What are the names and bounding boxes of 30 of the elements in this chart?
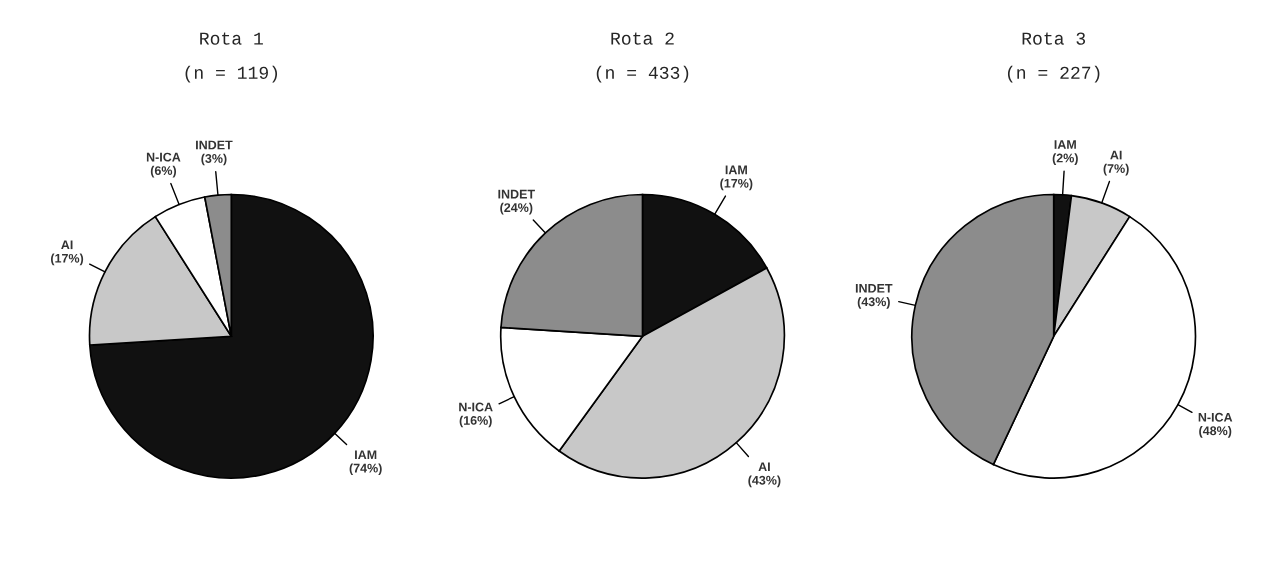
data-label: (17%) (720, 178, 753, 191)
chart-subtitle: (n = 227) (1007, 65, 1100, 83)
slice-label: INDET (855, 283, 893, 293)
slice-label: N-ICA (1198, 412, 1233, 422)
data-label: (24%) (500, 202, 533, 215)
slice-label: IAM (355, 450, 377, 459)
data-label: (43%) (857, 297, 890, 309)
chart-subtitle: (n = 119) (185, 65, 278, 83)
slice-label: AI (758, 462, 770, 472)
data-label: (7%) (1103, 163, 1129, 176)
slice-label: INDET (498, 189, 535, 199)
slice-label: AI (61, 240, 73, 250)
chart-subtitle: (n = 433) (596, 65, 689, 83)
slice-label: INDET (196, 140, 233, 150)
chart-title: Rota 2 (611, 32, 674, 45)
data-label: (6%) (150, 165, 177, 178)
chart-title: Rota 1 (200, 32, 263, 45)
slice-label: N-ICA (459, 402, 493, 412)
data-label: (48%) (1199, 426, 1232, 438)
data-label: (17%) (51, 253, 84, 266)
data-label: (74%) (349, 463, 382, 476)
data-label: (16%) (459, 415, 492, 428)
data-label: (2%) (1052, 153, 1078, 165)
slice-label: IAM (1054, 140, 1076, 149)
slice-label: IAM (725, 165, 747, 175)
slice-label: N-ICA (146, 152, 181, 162)
data-label: (43%) (748, 475, 781, 488)
chart-title: Rota 3 (1022, 32, 1086, 45)
slice-label: AI (1110, 150, 1122, 160)
data-label: (3%) (201, 153, 227, 166)
